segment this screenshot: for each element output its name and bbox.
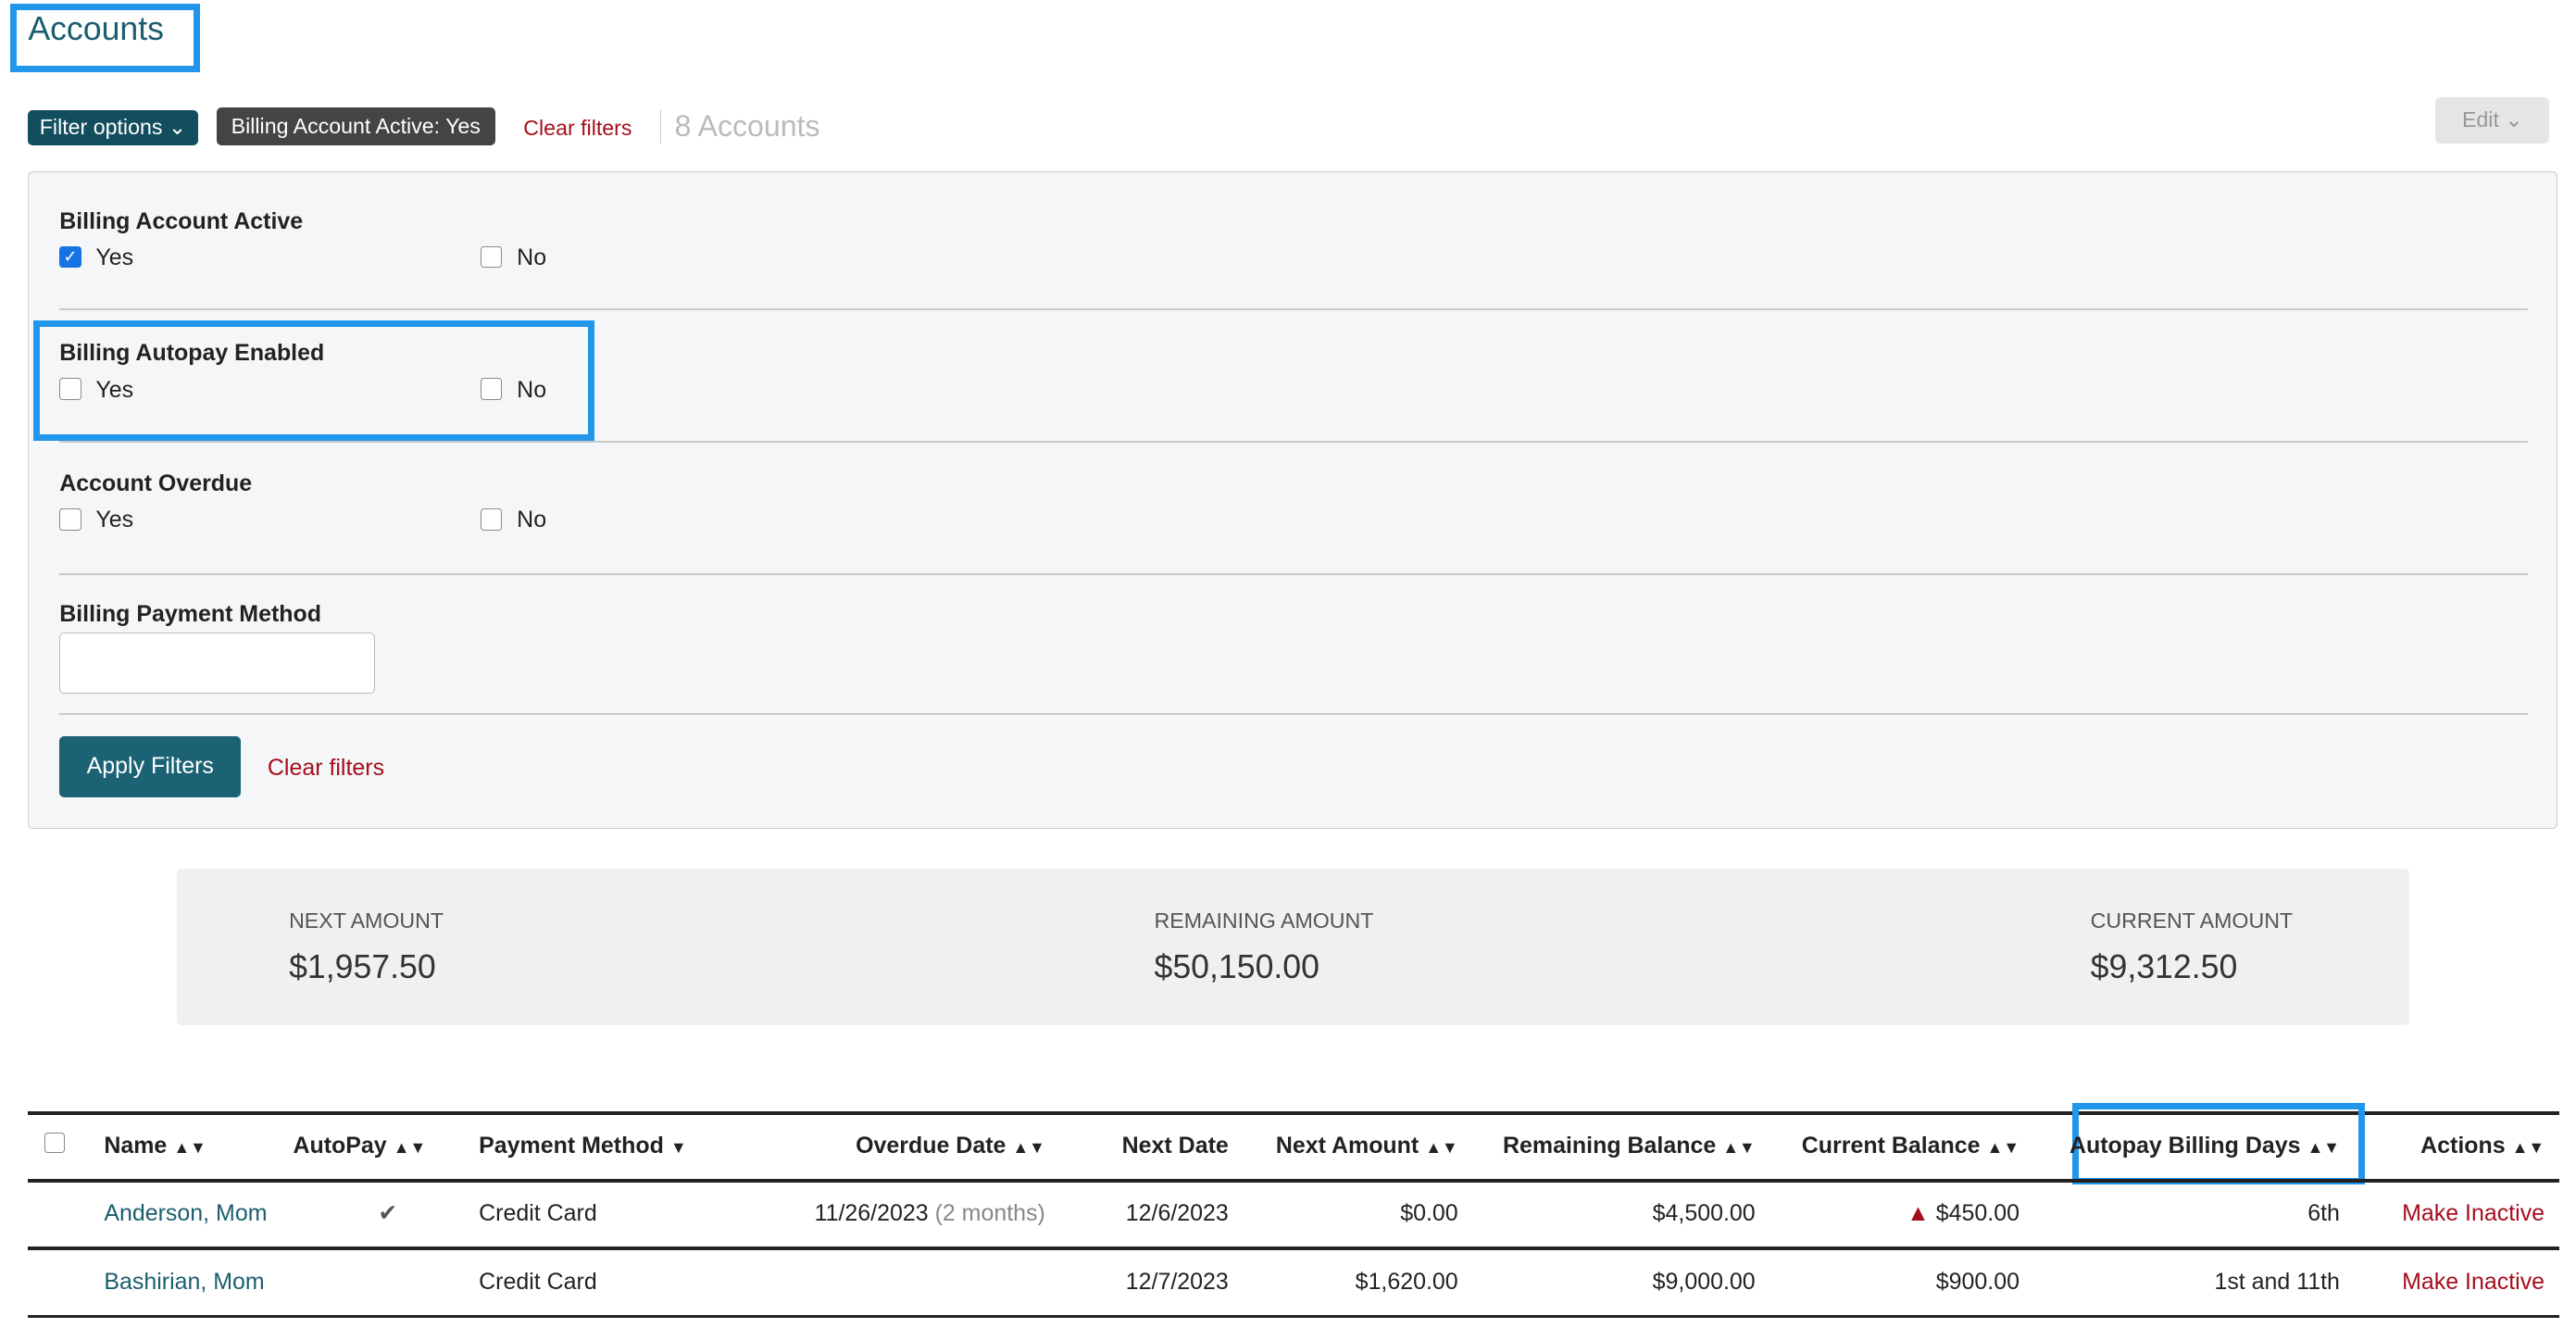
- header-bottom-border: [28, 1179, 2560, 1183]
- active-filter-chip[interactable]: Billing Account Active: Yes: [216, 106, 495, 145]
- warning-icon: ▲: [1907, 1200, 1930, 1227]
- column-label: Next Date: [1121, 1133, 1229, 1159]
- clear-filters-link[interactable]: Clear filters: [267, 754, 385, 781]
- column-payment-method[interactable]: Payment Method ▼: [479, 1133, 686, 1159]
- highlight-title: [9, 3, 200, 73]
- checkbox-overdue-no[interactable]: [480, 508, 503, 531]
- column-label: Next Amount: [1275, 1133, 1419, 1159]
- column-label: Payment Method: [479, 1133, 664, 1159]
- table-top-border: [28, 1111, 2560, 1115]
- remaining-balance: $4,500.00: [1652, 1200, 1756, 1227]
- option-label: Yes: [95, 244, 134, 270]
- option-label: Yes: [95, 507, 134, 533]
- highlight-autopay-filter: [32, 319, 594, 442]
- select-all-checkbox[interactable]: [44, 1133, 65, 1153]
- option-label: No: [517, 376, 547, 403]
- column-autopay-billing-days[interactable]: Autopay Billing Days ▲▼: [2070, 1133, 2340, 1159]
- next-amount-label: NEXT AMOUNT: [289, 908, 444, 933]
- checkbox-active-yes[interactable]: ✓: [59, 245, 81, 269]
- filter-options-button[interactable]: Filter options ⌄: [28, 110, 198, 145]
- column-label: Actions: [2420, 1133, 2506, 1159]
- filter-panel: [28, 171, 2558, 830]
- column-label: Autopay Billing Days: [2069, 1133, 2301, 1159]
- section-label: Billing Payment Method: [59, 601, 322, 628]
- account-count: 8 Accounts: [660, 108, 820, 144]
- make-inactive-link[interactable]: Make Inactive: [2402, 1200, 2545, 1227]
- page-title: Accounts: [28, 9, 164, 47]
- chevron-down-icon: ⌄: [2505, 107, 2523, 132]
- summary-box: NEXT AMOUNT $1,957.50 REMAINING AMOUNT $…: [176, 869, 2409, 1026]
- autopay-billing-days: 1st and 11th: [2214, 1268, 2340, 1295]
- divider: [59, 572, 2529, 575]
- sort-icon: ▲▼: [1986, 1138, 2020, 1158]
- option-label: No: [517, 244, 547, 270]
- account-name-link[interactable]: Bashirian, Mom: [104, 1268, 265, 1295]
- column-next-amount[interactable]: Next Amount ▲▼: [1276, 1133, 1458, 1159]
- account-name-link[interactable]: Anderson, Mom: [104, 1200, 268, 1227]
- make-inactive-link[interactable]: Make Inactive: [2402, 1268, 2545, 1295]
- remaining-amount-value: $50,150.00: [1154, 947, 1319, 985]
- row-border: [28, 1247, 2560, 1250]
- checkbox-overdue-yes[interactable]: [59, 508, 81, 531]
- sort-icon: ▲▼: [2307, 1138, 2340, 1158]
- sort-icon: ▲▼: [2511, 1138, 2545, 1158]
- column-autopay[interactable]: AutoPay ▲▼: [293, 1133, 426, 1159]
- section-label: Billing Account Active: [59, 207, 304, 234]
- sort-icon: ▲▼: [393, 1138, 427, 1158]
- sort-icon: ▲▼: [173, 1138, 206, 1158]
- column-next-date[interactable]: Next Date: [1122, 1133, 1229, 1159]
- current-balance-value: $450.00: [1935, 1200, 2020, 1227]
- sort-desc-icon: ▼: [669, 1138, 687, 1158]
- column-label: Remaining Balance: [1503, 1133, 1717, 1159]
- payment-method: Credit Card: [479, 1200, 597, 1227]
- row-border: [28, 1314, 2560, 1319]
- checkbox-autopay-no[interactable]: [480, 378, 503, 400]
- sort-icon: ▲▼: [1012, 1138, 1045, 1158]
- divider: [59, 441, 2529, 443]
- checkbox-autopay-yes[interactable]: [59, 378, 81, 400]
- column-overdue-date[interactable]: Overdue Date ▲▼: [856, 1133, 1045, 1159]
- next-date: 12/6/2023: [1125, 1200, 1229, 1227]
- option-label: Yes: [95, 376, 134, 403]
- column-name[interactable]: Name ▲▼: [104, 1133, 206, 1159]
- payment-method: Credit Card: [479, 1268, 597, 1295]
- section-label: Billing Autopay Enabled: [59, 340, 325, 367]
- next-date: 12/7/2023: [1125, 1268, 1229, 1295]
- section-label: Account Overdue: [59, 470, 253, 497]
- current-amount-value: $9,312.50: [2090, 947, 2238, 985]
- column-current-balance[interactable]: Current Balance ▲▼: [1802, 1133, 2020, 1159]
- autopay-billing-days: 6th: [2307, 1200, 2340, 1227]
- column-label: AutoPay: [293, 1133, 387, 1159]
- column-label: Current Balance: [1801, 1133, 1981, 1159]
- column-remaining-balance[interactable]: Remaining Balance ▲▼: [1503, 1133, 1756, 1159]
- clear-filters-link[interactable]: Clear filters: [523, 115, 632, 140]
- remaining-balance: $9,000.00: [1652, 1268, 1756, 1295]
- current-balance: ▲ $450.00: [1907, 1200, 2020, 1227]
- edit-button[interactable]: Edit ⌄: [2435, 97, 2550, 144]
- divider: [59, 713, 2529, 716]
- sort-icon: ▲▼: [1722, 1138, 1756, 1158]
- option-label: No: [517, 507, 547, 533]
- chevron-down-icon: ⌄: [168, 115, 187, 140]
- check-icon: ✔: [378, 1199, 398, 1226]
- next-amount: $0.00: [1400, 1200, 1458, 1227]
- remaining-amount-label: REMAINING AMOUNT: [1154, 908, 1374, 933]
- column-actions[interactable]: Actions ▲▼: [2420, 1133, 2545, 1159]
- sort-icon: ▲▼: [1425, 1138, 1458, 1158]
- overdue-date-value: 11/26/2023: [814, 1200, 929, 1227]
- column-label: Overdue Date: [856, 1133, 1007, 1159]
- apply-filters-button[interactable]: Apply Filters: [59, 736, 242, 798]
- payment-method-input[interactable]: [59, 633, 375, 695]
- overdue-date: 11/26/2023 (2 months): [815, 1200, 1045, 1227]
- current-balance: $900.00: [1935, 1268, 2020, 1295]
- next-amount: $1,620.00: [1355, 1268, 1458, 1295]
- overdue-relative: (2 months): [934, 1200, 1045, 1227]
- edit-label: Edit: [2461, 107, 2499, 132]
- column-label: Name: [104, 1133, 168, 1159]
- filter-options-label: Filter options: [39, 115, 163, 140]
- current-amount-label: CURRENT AMOUNT: [2090, 908, 2294, 933]
- next-amount-value: $1,957.50: [289, 947, 436, 985]
- checkbox-active-no[interactable]: [480, 245, 503, 269]
- divider: [59, 308, 2529, 311]
